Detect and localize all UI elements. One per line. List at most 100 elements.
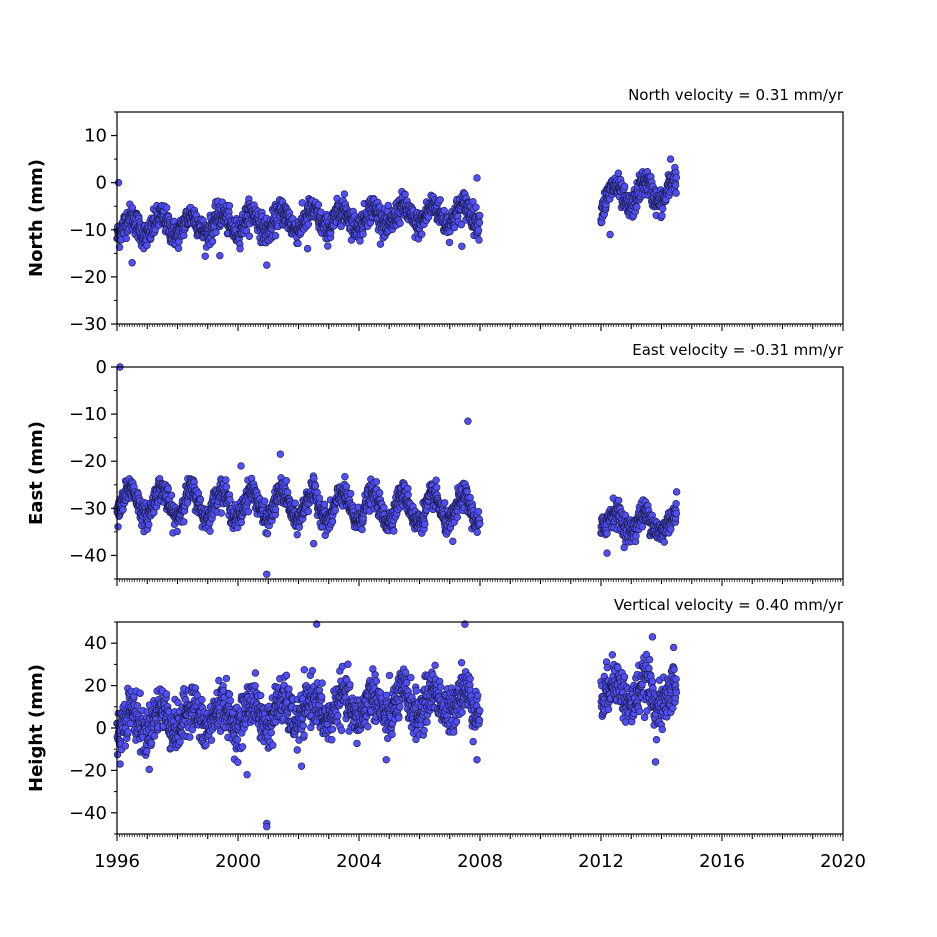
height-points <box>113 620 681 831</box>
east-outlier-point <box>237 462 245 470</box>
north-velocity-title: North velocity = 0.31 mm/yr <box>628 86 844 104</box>
height-data-point <box>126 719 135 728</box>
height-data-point <box>136 689 144 697</box>
height-data-point <box>233 735 242 744</box>
height-data-point <box>176 738 184 746</box>
east-data-point <box>222 476 230 484</box>
height-data-point <box>334 711 342 720</box>
east-data-point <box>217 509 226 517</box>
east-data-point <box>474 507 483 516</box>
height-data-point <box>215 676 223 685</box>
east-data-point <box>310 474 318 483</box>
east-data-point <box>206 527 214 535</box>
east-data-point <box>473 528 481 536</box>
north-ytick-label: 10 <box>84 126 107 147</box>
north-data-point <box>271 232 280 240</box>
east-data-point <box>320 500 329 509</box>
north-data-point <box>672 189 680 197</box>
east-data-point <box>404 491 412 499</box>
north-data-point <box>225 202 234 210</box>
east-data-point <box>145 521 153 529</box>
north-data-point <box>472 203 480 211</box>
height-data-point <box>124 728 132 736</box>
north-data-point <box>445 238 454 247</box>
east-velocity-title: East velocity = -0.31 mm/yr <box>632 341 844 359</box>
north-data-point <box>436 196 444 204</box>
east-data-point <box>375 489 384 497</box>
east-data-point <box>164 485 172 493</box>
east-data-point <box>261 497 269 505</box>
east-data-point <box>222 483 231 491</box>
height-data-point <box>299 721 307 730</box>
height-data-point <box>269 741 277 749</box>
north-ylabel: North (mm) <box>26 159 47 277</box>
north-data-point <box>658 211 666 220</box>
east-data-point <box>226 496 234 504</box>
north-outlier-point <box>263 261 271 269</box>
north-data-point <box>671 181 680 189</box>
east-ytick-label: −40 <box>69 545 107 566</box>
east-outlier-point <box>672 488 681 496</box>
north-ytick-label: −30 <box>69 314 107 335</box>
height-data-point <box>293 746 301 754</box>
east-outlier-point <box>603 549 611 557</box>
height-data-point <box>285 685 293 693</box>
east-data-point <box>380 503 388 512</box>
east-data-point <box>167 491 176 499</box>
north-data-point <box>376 240 385 248</box>
north-data-point <box>340 190 349 198</box>
north-data-point <box>115 243 124 251</box>
height-data-point <box>267 728 275 737</box>
north-data-point <box>384 201 392 210</box>
north-data-point <box>396 219 404 227</box>
east-data-point <box>315 494 324 502</box>
east-data-point <box>119 506 127 514</box>
north-data-point <box>314 200 323 209</box>
north-data-point <box>180 231 188 240</box>
east-data-point <box>114 523 122 531</box>
north-data-point <box>143 241 151 250</box>
east-data-point <box>342 482 351 491</box>
north-data-point <box>304 220 313 228</box>
east-ytick-label: −10 <box>69 404 107 425</box>
north-data-point <box>122 234 131 243</box>
panel-north: 10 0 −10 −20 −30 North (mm) North velocity = 0… <box>26 86 844 335</box>
north-data-point <box>356 237 364 245</box>
east-data-point <box>196 495 205 504</box>
east-data-point <box>632 532 640 540</box>
north-data-point <box>401 190 409 199</box>
height-data-point <box>251 682 259 690</box>
east-data-point <box>341 472 349 481</box>
east-outlier-point <box>449 537 457 546</box>
east-data-point <box>150 509 158 517</box>
height-data-point <box>225 690 234 698</box>
east-data-point <box>603 529 611 538</box>
east-data-point <box>283 488 292 496</box>
north-data-point <box>469 197 477 206</box>
north-data-point <box>475 236 483 244</box>
east-data-point <box>291 499 299 507</box>
height-data-point <box>202 741 210 749</box>
height-data-point <box>133 702 142 710</box>
east-ytick-label: 0 <box>96 357 107 378</box>
panel-east: 0 −10 −20 −30 −40 East (mm) East velocity = -0… <box>26 341 844 586</box>
north-data-point <box>162 204 171 212</box>
east-data-point <box>295 523 303 531</box>
height-data-point <box>238 743 247 751</box>
north-data-point <box>475 218 484 227</box>
height-data-point <box>143 747 151 755</box>
height-data-point <box>186 733 194 741</box>
north-data-point <box>614 169 623 177</box>
east-outlier-point <box>263 570 271 578</box>
east-data-point <box>282 477 291 485</box>
height-data-point <box>328 736 336 744</box>
east-data-point <box>672 509 681 518</box>
north-data-point <box>672 173 681 182</box>
east-data-point <box>244 508 253 516</box>
height-data-point <box>188 725 197 734</box>
height-data-point <box>174 698 182 707</box>
north-data-point <box>474 226 483 234</box>
east-outlier-point <box>309 539 318 548</box>
east-data-point <box>328 517 337 526</box>
